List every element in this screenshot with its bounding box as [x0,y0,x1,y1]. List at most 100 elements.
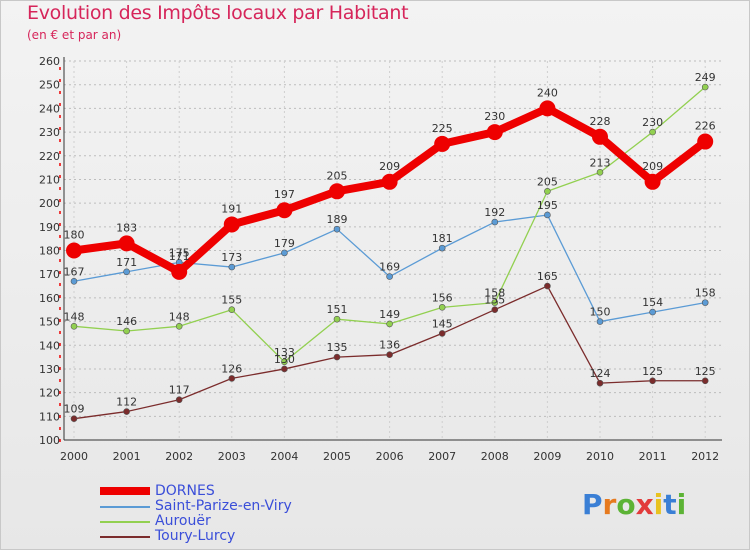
point-dornes-2010 [592,128,608,145]
data-label-dornes-2009: 240 [537,86,558,99]
data-label-toury-lurcy-2005: 135 [327,341,348,354]
legend-item-saint-parize: Saint-Parize-en-Viry [100,499,420,514]
point-toury-lurcy-2004 [281,365,288,373]
point-toury-lurcy-2009 [544,282,551,290]
grid-lines [64,60,722,440]
y-tick-label: 160 [39,292,60,305]
x-tick-label: 2001 [113,450,141,463]
data-label-toury-lurcy-2006: 136 [379,339,400,352]
axes: 100 110 120 130 140 150 160 170 180 190 200 210 220 2… [39,55,722,463]
point-saint-parize-en-viry-2011 [649,308,656,316]
y-tick-label: 150 [39,316,60,329]
data-label-toury-lurcy-2008: 155 [484,294,505,307]
data-label-saint-parize-en-viry-2009: 195 [537,199,558,212]
point-toury-lurcy-2003 [228,375,236,382]
data-label-toury-lurcy-2010: 124 [590,367,611,380]
y-tick-label: 200 [39,197,60,210]
point-dornes-2006 [381,173,398,190]
point-aurou-r-2012 [701,83,709,91]
y-tick-label: 230 [39,126,60,139]
x-tick-label: 2012 [691,450,719,463]
y-tick-label: 170 [39,268,60,281]
y-tick-label: 110 [39,410,60,423]
legend-item-dornes: DORNES [100,484,420,499]
data-label-toury-lurcy-2009: 165 [537,270,558,283]
logo-letter: o [616,488,636,521]
point-saint-parize-en-viry-2006 [386,273,393,280]
x-tick-label: 2002 [165,450,193,463]
point-toury-lurcy-2002 [175,396,183,404]
data-label-saint-parize-en-viry-2003: 173 [221,251,242,264]
chart-title: Evolution des Impôts locaux par Habitant [27,2,409,24]
data-label-dornes-2005: 205 [327,169,348,182]
data-label-aurou-r-2005: 151 [327,303,348,316]
point-aurou-r-2005 [333,315,341,323]
point-aurou-r-2010 [596,169,604,176]
point-dornes-2004 [276,202,293,219]
x-tick-label: 2007 [428,450,456,463]
data-label-dornes-2003: 191 [221,202,242,215]
x-tick-label: 2008 [481,450,509,463]
point-saint-parize-en-viry-2005 [333,225,341,233]
point-aurou-r-2004 [281,358,288,366]
point-toury-lurcy-2007 [438,330,446,337]
data-label-aurou-r-2002: 148 [169,310,190,323]
point-dornes-2003 [223,216,240,233]
point-saint-parize-en-viry-2008 [491,218,499,226]
point-dornes-2002 [171,263,188,280]
data-label-saint-parize-en-viry-2004: 179 [274,237,295,250]
point-toury-lurcy-2000 [70,415,78,422]
y-tick-label: 210 [39,173,60,186]
point-aurou-r-2003 [228,306,236,314]
legend-swatch-toury-lurcy [100,536,150,538]
data-label-toury-lurcy-2000: 109 [64,403,85,416]
data-label-dornes-2001: 183 [116,221,137,234]
point-dornes-2011 [644,173,661,190]
logo-letter: i [653,488,664,521]
data-label-toury-lurcy-2002: 117 [169,384,190,397]
point-saint-parize-en-viry-2007 [438,244,446,252]
y-tick-label: 100 [39,434,60,447]
data-label-aurou-r-2012: 249 [695,71,716,84]
data-label-saint-parize-en-viry-2001: 171 [116,256,137,269]
data-label-saint-parize-en-viry-2000: 167 [64,265,85,278]
data-label-saint-parize-en-viry-2008: 192 [484,206,505,219]
logo-letter: x [635,488,654,521]
data-label-saint-parize-en-viry-2011: 154 [642,296,663,309]
point-dornes-2009 [539,100,556,117]
data-label-dornes-2007: 225 [432,122,453,135]
x-tick-label: 2000 [60,450,88,463]
point-toury-lurcy-2010 [596,379,604,387]
point-toury-lurcy-2012 [701,377,709,385]
x-tick-label: 2009 [533,450,561,463]
data-label-saint-parize-en-viry-2005: 189 [327,213,348,226]
data-label-dornes-2012: 226 [695,120,716,133]
data-label-toury-lurcy-2011: 125 [642,365,663,378]
data-label-aurou-r-2000: 148 [64,310,85,323]
point-dornes-2000 [66,242,82,259]
data-label-toury-lurcy-2004: 130 [274,353,295,366]
data-label-toury-lurcy-2003: 126 [221,362,242,375]
point-toury-lurcy-2006 [386,351,393,359]
legend-swatch-aurouer [100,521,150,523]
data-label-aurou-r-2006: 149 [379,308,400,321]
logo-letter: t [663,488,677,521]
y-tick-label: 260 [39,55,60,68]
chart-subtitle: (en € et par an) [27,28,122,42]
point-toury-lurcy-2005 [333,353,341,361]
legend-item-toury-lurcy: Toury-Lurcy [100,529,420,544]
point-aurou-r-2009 [544,187,551,195]
point-aurou-r-2001 [123,327,130,335]
legend-label-saint-parize: Saint-Parize-en-Viry [155,498,292,514]
data-labels: 180 183 171 191 197 205 209 225 230 240 228 209 226 1… [64,71,716,416]
point-saint-parize-en-viry-2009 [544,211,551,219]
point-dornes-2007 [434,135,451,152]
legend-swatch-saint-parize [100,506,150,508]
point-aurou-r-2006 [386,320,393,328]
data-label-aurou-r-2010: 213 [590,156,611,169]
point-dornes-2012 [697,133,714,150]
point-aurou-r-2002 [175,322,183,330]
data-label-dornes-2008: 230 [484,110,505,123]
x-tick-label: 2011 [639,450,667,463]
